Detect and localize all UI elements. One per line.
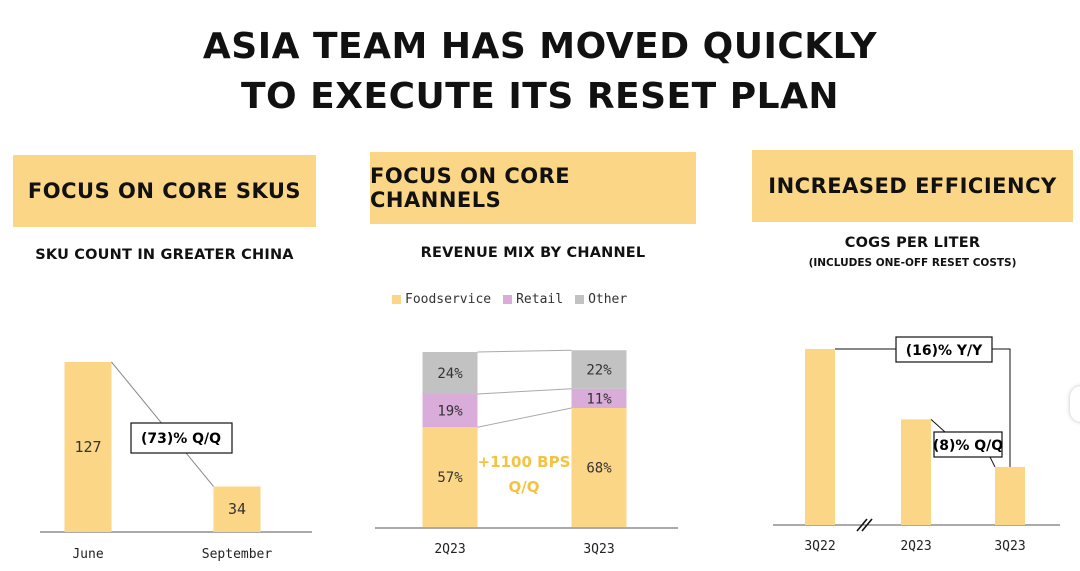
mix-segment-foodservice-2q23 [422,427,478,527]
x-label-3q23-cogs: 3Q23 [994,539,1025,554]
cogs-qq-connector [930,419,946,433]
mix-segment-retail-3q23 [571,388,627,408]
mix-segment-other-3q23 [571,350,627,389]
chart-subtitle-skus: SKU COUNT IN GREATER CHINA [35,247,294,263]
mix-label-other-3q23: 22% [586,363,612,379]
mix-label-retail-2q23: 19% [437,404,463,420]
banner-core-skus: FOCUS ON CORE SKUS [13,155,316,227]
bar-value-june: 127 [74,438,101,456]
title-line-1: ASIA TEAM HAS MOVED QUICKLY [202,26,878,67]
axis-break-icon [856,518,873,532]
legend-item-foodservice: Foodservice [392,292,491,307]
mix-connector-retail [477,407,572,428]
legend-item-other: Other [575,292,627,307]
mix-label-foodservice-2q23: 57% [437,470,463,486]
sku-annotation-box [130,422,233,454]
mix-bars: 57% 19% 24% 68% 11% 22% [422,350,627,527]
banner-core-channels: FOCUS ON CORE CHANNELS [370,152,696,224]
mix-annotation-bps: +1100 BPS [478,453,571,471]
mix-connector-other [477,388,572,395]
title-line-2: TO EXECUTE ITS RESET PLAN [240,76,840,117]
x-label-2q23: 2Q23 [434,542,465,557]
cogs-annotation-yy: (16)% Y/Y [906,343,983,359]
chart-subtitle-channels: REVENUE MIX BY CHANNEL [420,245,646,261]
cogs-annotation-qq: (8)% Q/Q [933,438,1003,454]
legend: Foodservice Retail Other [392,292,627,307]
bar-2q23 [901,419,931,525]
x-label-june: June [72,547,103,562]
chart-subtitle-cogs: COGS PER LITER [844,235,981,251]
bar-value-september: 34 [228,500,246,518]
x-label-2q23-cogs: 2Q23 [900,539,931,554]
cogs-yy-connector-right [992,348,1011,467]
banner-efficiency: INCREASED EFFICIENCY [752,150,1073,222]
mix-connector-top [477,349,572,353]
chart-note-cogs: (INCLUDES ONE-OFF RESET COSTS) [808,257,1017,269]
mix-label-other-2q23: 24% [437,366,463,382]
bar-3q22 [805,349,835,525]
chart-revenue-mix: 57% 19% 24% 68% 11% 22% +1100 BPS Q/Q 2Q23 3Q… [375,349,678,557]
side-scroll-handle[interactable] [1070,386,1080,422]
cogs-qq-box [933,431,1003,458]
cogs-qq-connector-right [989,456,996,468]
bar-june [64,362,112,532]
mix-segment-foodservice-3q23 [571,408,627,527]
mix-label-foodservice-3q23: 68% [586,461,612,477]
x-label-3q22: 3Q22 [804,539,835,554]
x-label-september: September [202,547,273,562]
page-title: ASIA TEAM HAS MOVED QUICKLY TO EXECUTE I… [0,22,1080,122]
bar-3q23 [995,466,1025,525]
mix-segment-retail-2q23 [422,394,478,428]
bar-september [213,486,261,532]
chart-cogs: (16)% Y/Y (8)% Q/Q 3Q22 2Q23 3Q23 [773,336,1060,554]
legend-item-retail: Retail [503,292,563,307]
sku-annotation: (73)% Q/Q [141,431,221,447]
x-label-3q23: 3Q23 [583,542,614,557]
mix-segment-other-2q23 [422,352,478,394]
mix-annotation-qq: Q/Q [509,478,540,496]
chart-sku: 127 34 (73)% Q/Q June September [40,361,312,562]
mix-label-retail-3q23: 11% [586,391,612,407]
